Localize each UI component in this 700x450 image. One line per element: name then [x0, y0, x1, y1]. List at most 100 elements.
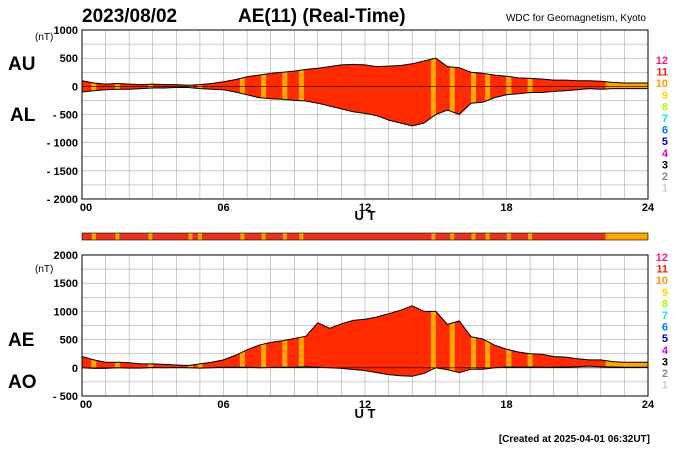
au-al-x-tick-labels: 00 06 12 18 24: [80, 202, 655, 214]
chart-title: AE(11) (Real-Time): [238, 6, 406, 27]
status-mark: [528, 233, 533, 240]
count-change-band: [449, 58, 455, 126]
legend-count-4: 4: [662, 148, 669, 160]
count-change-band: [282, 305, 288, 377]
legend-count-9: 9: [662, 90, 668, 102]
status-mark: [450, 233, 455, 240]
y-tick-label: - 500: [53, 110, 78, 122]
ae-ao-panel: 2000 1500 1000 500 0 - 500 00 06 12 18 24 (nT) AE…: [8, 250, 655, 421]
legend-count-6: 6: [662, 322, 668, 334]
series-line-al: [81, 87, 648, 127]
ae-ao-y-tick-labels: 2000 1500 1000 500 0 - 500: [53, 250, 78, 403]
count-change-band: [470, 305, 476, 377]
count-change-band: [261, 58, 267, 126]
status-mark: [299, 233, 304, 240]
count-change-band: [470, 58, 476, 126]
legend-count-12: 12: [656, 55, 668, 67]
legend-count-1: 1: [662, 380, 668, 392]
y-tick-label: 1000: [54, 25, 78, 37]
y-tick-label: 1500: [54, 278, 78, 290]
count-change-band: [298, 305, 304, 377]
x-tick-label: 06: [217, 399, 229, 411]
count-status-bar: [81, 232, 649, 241]
y-tick-label: 500: [60, 53, 78, 65]
status-mark: [506, 233, 511, 240]
y-tick-label: 1000: [54, 306, 78, 318]
au-al-plot-frame: [81, 29, 649, 200]
au-al-grid: [82, 30, 648, 199]
count-change-band: [485, 58, 491, 126]
count-change-band: [282, 58, 288, 126]
ae-ao-lines: [81, 305, 648, 377]
au-al-x-axis-label: U T: [355, 208, 376, 223]
status-mark: [431, 233, 436, 240]
count-change-band: [430, 58, 436, 126]
legend-count-3: 3: [662, 356, 668, 368]
status-segment-count-11: [82, 233, 606, 240]
y-tick-label: 500: [60, 335, 78, 347]
au-al-area: [82, 58, 648, 126]
status-mark: [471, 233, 476, 240]
legend-count-7: 7: [662, 310, 668, 322]
series-line-ae: [81, 305, 648, 367]
status-mark: [282, 233, 287, 240]
created-timestamp: [Created at 2025-04-01 06:32UT]: [499, 434, 650, 445]
status-mark: [148, 233, 153, 240]
status-bar-frame: [81, 232, 649, 241]
date-heading: 2023/08/02: [82, 6, 177, 27]
count-change-band: [430, 305, 436, 377]
ae-label: AE: [8, 330, 34, 351]
au-al-panel: 1000 500 0 - 500 - 1000 - 1500 - 2000 00 06 12 18…: [8, 25, 655, 223]
al-label: AL: [10, 105, 36, 126]
legend-count-7: 7: [662, 113, 668, 125]
legend-count-10: 10: [656, 78, 668, 90]
legend-count-3: 3: [662, 159, 668, 171]
y-tick-label: - 500: [53, 391, 78, 403]
y-tick-label: - 1500: [47, 166, 78, 178]
x-tick-label: 00: [80, 202, 92, 214]
series-line-au: [81, 57, 648, 86]
x-tick-label: 12: [359, 202, 371, 214]
au-label: AU: [8, 54, 35, 75]
au-al-lines: [81, 57, 648, 127]
y-tick-label: 0: [72, 363, 78, 375]
ae-ao-unit-label: (nT): [35, 264, 53, 275]
x-tick-label: 06: [217, 202, 229, 214]
x-tick-label: 18: [500, 399, 512, 411]
x-tick-label: 24: [642, 399, 655, 411]
au-al-y-tick-labels: 1000 500 0 - 500 - 1000 - 1500 - 2000: [47, 25, 78, 206]
legend-count-8: 8: [662, 298, 668, 310]
y-tick-label: 2000: [54, 250, 78, 262]
legend-count-9: 9: [662, 287, 668, 299]
au-al-filled-region: [82, 58, 648, 126]
count-change-band: [449, 305, 455, 377]
legend-count-5: 5: [662, 333, 668, 345]
legend-count-1: 1: [662, 183, 668, 195]
status-mark: [91, 233, 96, 240]
count-change-band: [506, 58, 512, 126]
legend-count-8: 8: [662, 101, 668, 113]
status-mark: [485, 233, 490, 240]
ao-label: AO: [8, 372, 37, 393]
legend-count-10: 10: [656, 275, 668, 287]
legend-count-4: 4: [662, 345, 669, 357]
y-tick-label: 0: [72, 81, 78, 93]
legend-count-2: 2: [662, 171, 668, 183]
legend-count-2: 2: [662, 368, 668, 380]
legend-count-11: 11: [656, 67, 668, 79]
status-segment-count-10: [605, 233, 648, 240]
count-change-band: [298, 58, 304, 126]
ae-ao-x-axis-label: U T: [355, 406, 376, 421]
legend-count-6: 6: [662, 125, 668, 137]
x-tick-label: 12: [359, 399, 371, 411]
ae-ao-plot-frame: [81, 254, 649, 397]
au-al-unit-label: (nT): [35, 32, 53, 43]
status-mark: [115, 233, 120, 240]
status-mark: [188, 233, 193, 240]
x-tick-label: 18: [500, 202, 512, 214]
status-mark: [240, 233, 245, 240]
x-tick-label: 24: [642, 202, 655, 214]
